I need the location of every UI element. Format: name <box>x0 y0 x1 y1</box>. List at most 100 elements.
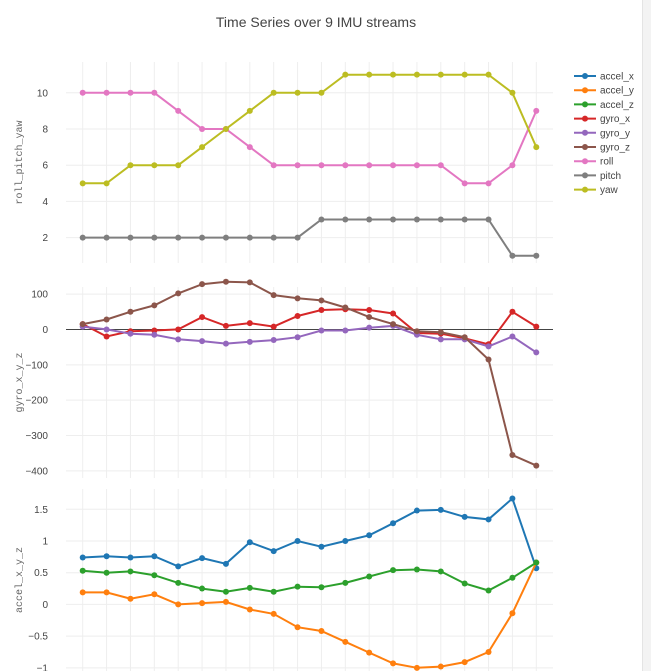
data-point-accel-z[interactable] <box>318 584 325 591</box>
data-point-gyro-z[interactable] <box>270 292 277 299</box>
data-point-gyro-z[interactable] <box>318 297 325 304</box>
series-gyro-z[interactable] <box>79 278 540 469</box>
series-accel-y[interactable] <box>79 559 540 671</box>
data-point-accel-y[interactable] <box>413 664 420 671</box>
data-point-gyro-x[interactable] <box>366 306 373 313</box>
legend-item-roll[interactable]: roll <box>574 157 613 168</box>
data-point-accel-z[interactable] <box>222 588 229 595</box>
data-point-roll[interactable] <box>366 162 373 169</box>
data-point-gyro-z[interactable] <box>127 308 134 315</box>
data-point-pitch[interactable] <box>270 234 277 241</box>
data-point-yaw[interactable] <box>413 71 420 78</box>
data-point-accel-y[interactable] <box>79 589 86 596</box>
data-point-accel-z[interactable] <box>461 580 468 587</box>
data-point-pitch[interactable] <box>366 216 373 223</box>
data-point-accel-x[interactable] <box>366 532 373 539</box>
data-point-gyro-z[interactable] <box>413 328 420 335</box>
data-point-accel-y[interactable] <box>366 649 373 656</box>
data-point-gyro-x[interactable] <box>390 310 397 317</box>
data-point-yaw[interactable] <box>342 71 349 78</box>
data-point-yaw[interactable] <box>270 89 277 96</box>
data-point-accel-x[interactable] <box>246 539 253 546</box>
data-point-accel-y[interactable] <box>437 663 444 670</box>
data-point-pitch[interactable] <box>437 216 444 223</box>
data-point-accel-x[interactable] <box>509 495 516 502</box>
legend-item-accel-z[interactable]: accel_z <box>574 100 634 111</box>
data-point-gyro-x[interactable] <box>151 327 158 334</box>
data-point-gyro-x[interactable] <box>175 326 182 333</box>
data-point-yaw[interactable] <box>461 71 468 78</box>
data-point-gyro-z[interactable] <box>103 316 110 323</box>
data-point-yaw[interactable] <box>79 180 86 187</box>
data-point-accel-x[interactable] <box>413 507 420 514</box>
data-point-pitch[interactable] <box>151 234 158 241</box>
data-point-gyro-y[interactable] <box>151 331 158 338</box>
data-point-roll[interactable] <box>79 89 86 96</box>
chart-legend[interactable]: accel_x accel_y accel_z gyro_x gyro_y gyro_zr… <box>574 72 634 197</box>
data-point-pitch[interactable] <box>246 234 253 241</box>
data-point-pitch[interactable] <box>413 216 420 223</box>
data-point-accel-z[interactable] <box>175 579 182 586</box>
data-point-gyro-z[interactable] <box>533 462 540 469</box>
data-point-accel-z[interactable] <box>270 588 277 595</box>
data-point-roll[interactable] <box>437 162 444 169</box>
data-point-gyro-y[interactable] <box>270 337 277 344</box>
data-point-accel-y[interactable] <box>461 659 468 666</box>
data-point-accel-x[interactable] <box>318 543 325 550</box>
data-point-gyro-z[interactable] <box>461 334 468 341</box>
data-point-gyro-y[interactable] <box>533 349 540 356</box>
data-point-yaw[interactable] <box>390 71 397 78</box>
data-point-gyro-y[interactable] <box>222 340 229 347</box>
data-point-accel-x[interactable] <box>294 538 301 544</box>
data-point-accel-x[interactable] <box>222 560 229 567</box>
data-point-yaw[interactable] <box>199 144 206 151</box>
data-point-yaw[interactable] <box>127 162 134 169</box>
legend-item-pitch[interactable]: pitch <box>574 171 621 182</box>
data-point-accel-y[interactable] <box>294 624 301 631</box>
data-point-gyro-y[interactable] <box>485 343 492 350</box>
series-roll[interactable] <box>79 89 540 187</box>
data-point-accel-y[interactable] <box>127 595 134 602</box>
data-point-gyro-z[interactable] <box>366 314 373 321</box>
data-point-roll[interactable] <box>127 89 134 96</box>
data-point-yaw[interactable] <box>246 107 253 114</box>
data-point-yaw[interactable] <box>103 180 110 187</box>
data-point-gyro-y[interactable] <box>199 338 206 345</box>
data-point-accel-z[interactable] <box>390 567 397 574</box>
data-point-gyro-x[interactable] <box>103 333 110 340</box>
data-point-gyro-z[interactable] <box>485 356 492 363</box>
data-point-roll[interactable] <box>533 107 540 114</box>
data-point-yaw[interactable] <box>222 126 229 132</box>
data-point-pitch[interactable] <box>175 234 182 241</box>
data-point-yaw[interactable] <box>151 162 158 169</box>
data-point-gyro-z[interactable] <box>246 279 253 286</box>
data-point-accel-y[interactable] <box>151 591 158 598</box>
data-point-gyro-y[interactable] <box>342 327 349 334</box>
data-point-gyro-x[interactable] <box>294 313 301 320</box>
data-point-gyro-z[interactable] <box>437 329 444 336</box>
data-point-accel-y[interactable] <box>485 648 492 655</box>
data-point-roll[interactable] <box>342 162 349 169</box>
data-point-roll[interactable] <box>509 162 516 169</box>
data-point-accel-y[interactable] <box>270 610 277 617</box>
data-point-yaw[interactable] <box>485 71 492 78</box>
data-point-gyro-z[interactable] <box>342 304 349 311</box>
data-point-yaw[interactable] <box>366 71 373 78</box>
data-point-roll[interactable] <box>485 180 492 187</box>
data-point-gyro-x[interactable] <box>222 322 229 329</box>
data-point-roll[interactable] <box>390 162 397 169</box>
data-point-accel-y[interactable] <box>246 606 253 613</box>
data-point-gyro-y[interactable] <box>437 336 444 343</box>
data-point-accel-z[interactable] <box>437 568 444 575</box>
data-point-pitch[interactable] <box>461 216 468 223</box>
data-point-accel-x[interactable] <box>485 516 492 523</box>
data-point-accel-y[interactable] <box>175 601 182 608</box>
data-point-gyro-y[interactable] <box>509 333 516 340</box>
data-point-pitch[interactable] <box>509 252 516 259</box>
series-accel-z[interactable] <box>79 559 540 595</box>
data-point-pitch[interactable] <box>390 216 397 223</box>
data-point-gyro-y[interactable] <box>366 324 373 331</box>
data-point-accel-z[interactable] <box>79 567 86 574</box>
data-point-yaw[interactable] <box>175 162 182 169</box>
data-point-accel-z[interactable] <box>509 574 516 581</box>
